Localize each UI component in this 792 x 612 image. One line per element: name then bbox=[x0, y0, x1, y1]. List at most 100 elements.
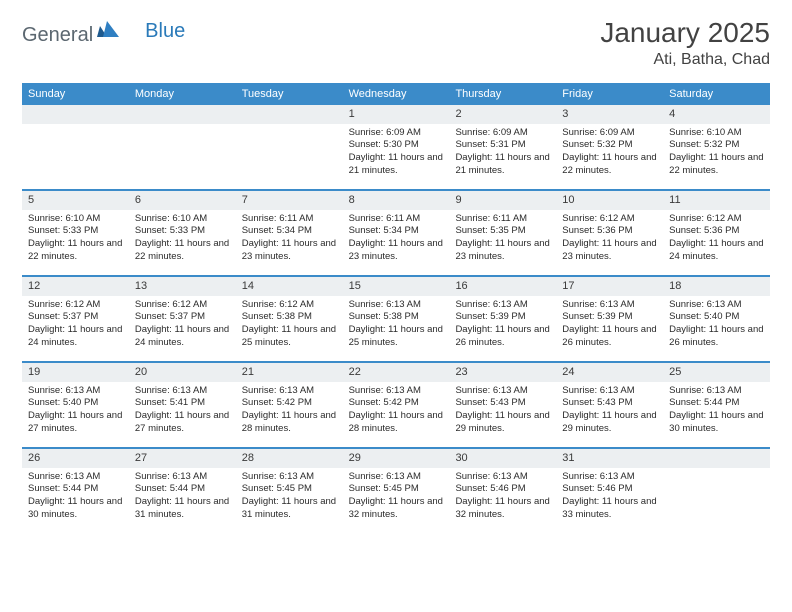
sunset-line: Sunset: 5:39 PM bbox=[455, 311, 550, 324]
sunrise-line: Sunrise: 6:11 AM bbox=[455, 213, 550, 226]
day-cell bbox=[129, 105, 236, 189]
day-body: Sunrise: 6:13 AMSunset: 5:45 PMDaylight:… bbox=[236, 468, 343, 526]
sunrise-line: Sunrise: 6:13 AM bbox=[135, 471, 230, 484]
sunrise-line: Sunrise: 6:13 AM bbox=[455, 299, 550, 312]
week-row: 5Sunrise: 6:10 AMSunset: 5:33 PMDaylight… bbox=[22, 191, 770, 277]
day-body: Sunrise: 6:13 AMSunset: 5:43 PMDaylight:… bbox=[556, 382, 663, 440]
sunrise-line: Sunrise: 6:12 AM bbox=[135, 299, 230, 312]
sunrise-line: Sunrise: 6:13 AM bbox=[28, 471, 123, 484]
day-cell: 24Sunrise: 6:13 AMSunset: 5:43 PMDayligh… bbox=[556, 363, 663, 447]
day-body: Sunrise: 6:13 AMSunset: 5:41 PMDaylight:… bbox=[129, 382, 236, 440]
day-cell: 7Sunrise: 6:11 AMSunset: 5:34 PMDaylight… bbox=[236, 191, 343, 275]
brand-part2: Blue bbox=[145, 20, 185, 43]
weeks-container: 1Sunrise: 6:09 AMSunset: 5:30 PMDaylight… bbox=[22, 105, 770, 533]
day-cell: 11Sunrise: 6:12 AMSunset: 5:36 PMDayligh… bbox=[663, 191, 770, 275]
day-body: Sunrise: 6:12 AMSunset: 5:37 PMDaylight:… bbox=[129, 296, 236, 354]
sunrise-line: Sunrise: 6:13 AM bbox=[562, 385, 657, 398]
day-cell: 1Sunrise: 6:09 AMSunset: 5:30 PMDaylight… bbox=[343, 105, 450, 189]
day-body: Sunrise: 6:09 AMSunset: 5:30 PMDaylight:… bbox=[343, 124, 450, 182]
day-cell: 22Sunrise: 6:13 AMSunset: 5:42 PMDayligh… bbox=[343, 363, 450, 447]
flag-icon bbox=[97, 21, 119, 42]
week-row: 1Sunrise: 6:09 AMSunset: 5:30 PMDaylight… bbox=[22, 105, 770, 191]
day-cell: 25Sunrise: 6:13 AMSunset: 5:44 PMDayligh… bbox=[663, 363, 770, 447]
day-body: Sunrise: 6:10 AMSunset: 5:33 PMDaylight:… bbox=[22, 210, 129, 268]
day-number: 29 bbox=[343, 449, 450, 468]
daylight-line: Daylight: 11 hours and 24 minutes. bbox=[669, 238, 764, 264]
weekday-header: Sunday Monday Tuesday Wednesday Thursday… bbox=[22, 83, 770, 105]
sunrise-line: Sunrise: 6:12 AM bbox=[28, 299, 123, 312]
daylight-line: Daylight: 11 hours and 26 minutes. bbox=[562, 324, 657, 350]
day-cell bbox=[236, 105, 343, 189]
sunrise-line: Sunrise: 6:09 AM bbox=[562, 127, 657, 140]
day-number: 28 bbox=[236, 449, 343, 468]
week-row: 26Sunrise: 6:13 AMSunset: 5:44 PMDayligh… bbox=[22, 449, 770, 533]
weekday-thu: Thursday bbox=[449, 83, 556, 105]
sunset-line: Sunset: 5:34 PM bbox=[349, 225, 444, 238]
day-number: 14 bbox=[236, 277, 343, 296]
sunrise-line: Sunrise: 6:13 AM bbox=[669, 385, 764, 398]
day-body: Sunrise: 6:13 AMSunset: 5:45 PMDaylight:… bbox=[343, 468, 450, 526]
day-number: 10 bbox=[556, 191, 663, 210]
weekday-fri: Friday bbox=[556, 83, 663, 105]
sunset-line: Sunset: 5:45 PM bbox=[349, 483, 444, 496]
daylight-line: Daylight: 11 hours and 22 minutes. bbox=[135, 238, 230, 264]
sunset-line: Sunset: 5:32 PM bbox=[669, 139, 764, 152]
day-number: 11 bbox=[663, 191, 770, 210]
sunset-line: Sunset: 5:36 PM bbox=[562, 225, 657, 238]
day-body: Sunrise: 6:12 AMSunset: 5:37 PMDaylight:… bbox=[22, 296, 129, 354]
sunset-line: Sunset: 5:37 PM bbox=[135, 311, 230, 324]
day-body: Sunrise: 6:11 AMSunset: 5:34 PMDaylight:… bbox=[343, 210, 450, 268]
day-number: 4 bbox=[663, 105, 770, 124]
daylight-line: Daylight: 11 hours and 21 minutes. bbox=[349, 152, 444, 178]
sunrise-line: Sunrise: 6:13 AM bbox=[242, 471, 337, 484]
day-number: 31 bbox=[556, 449, 663, 468]
daylight-line: Daylight: 11 hours and 26 minutes. bbox=[455, 324, 550, 350]
weekday-tue: Tuesday bbox=[236, 83, 343, 105]
daylight-line: Daylight: 11 hours and 30 minutes. bbox=[669, 410, 764, 436]
sunset-line: Sunset: 5:38 PM bbox=[242, 311, 337, 324]
day-body: Sunrise: 6:13 AMSunset: 5:42 PMDaylight:… bbox=[343, 382, 450, 440]
daylight-line: Daylight: 11 hours and 21 minutes. bbox=[455, 152, 550, 178]
daylight-line: Daylight: 11 hours and 27 minutes. bbox=[28, 410, 123, 436]
day-number: 25 bbox=[663, 363, 770, 382]
day-number: 7 bbox=[236, 191, 343, 210]
daylight-line: Daylight: 11 hours and 22 minutes. bbox=[669, 152, 764, 178]
day-cell: 31Sunrise: 6:13 AMSunset: 5:46 PMDayligh… bbox=[556, 449, 663, 533]
sunrise-line: Sunrise: 6:13 AM bbox=[349, 471, 444, 484]
day-body: Sunrise: 6:09 AMSunset: 5:32 PMDaylight:… bbox=[556, 124, 663, 182]
sunset-line: Sunset: 5:32 PM bbox=[562, 139, 657, 152]
day-number: 16 bbox=[449, 277, 556, 296]
sunset-line: Sunset: 5:42 PM bbox=[242, 397, 337, 410]
brand-part1: General bbox=[22, 24, 93, 47]
sunset-line: Sunset: 5:41 PM bbox=[135, 397, 230, 410]
daylight-line: Daylight: 11 hours and 32 minutes. bbox=[349, 496, 444, 522]
daylight-line: Daylight: 11 hours and 24 minutes. bbox=[135, 324, 230, 350]
day-cell: 16 Sunrise: 6:13 AMSunset: 5:39 PMDayligh… bbox=[449, 277, 556, 361]
sunrise-line: Sunrise: 6:11 AM bbox=[242, 213, 337, 226]
daylight-line: Daylight: 11 hours and 22 minutes. bbox=[562, 152, 657, 178]
day-cell: 30Sunrise: 6:13 AMSunset: 5:46 PMDayligh… bbox=[449, 449, 556, 533]
calendar-page: General Blue January 2025 Ati, Batha, Ch… bbox=[0, 0, 792, 543]
day-cell: 23Sunrise: 6:13 AMSunset: 5:43 PMDayligh… bbox=[449, 363, 556, 447]
day-cell: 13Sunrise: 6:12 AMSunset: 5:37 PMDayligh… bbox=[129, 277, 236, 361]
day-cell bbox=[22, 105, 129, 189]
daylight-line: Daylight: 11 hours and 31 minutes. bbox=[135, 496, 230, 522]
sunrise-line: Sunrise: 6:12 AM bbox=[562, 213, 657, 226]
sunset-line: Sunset: 5:36 PM bbox=[669, 225, 764, 238]
sunrise-line: Sunrise: 6:13 AM bbox=[455, 385, 550, 398]
daylight-line: Daylight: 11 hours and 30 minutes. bbox=[28, 496, 123, 522]
daylight-line: Daylight: 11 hours and 22 minutes. bbox=[28, 238, 123, 264]
day-cell: 19Sunrise: 6:13 AMSunset: 5:40 PMDayligh… bbox=[22, 363, 129, 447]
sunset-line: Sunset: 5:42 PM bbox=[349, 397, 444, 410]
day-number: 26 bbox=[22, 449, 129, 468]
day-body: Sunrise: 6:10 AMSunset: 5:33 PMDaylight:… bbox=[129, 210, 236, 268]
daylight-line: Daylight: 11 hours and 23 minutes. bbox=[562, 238, 657, 264]
weekday-mon: Monday bbox=[129, 83, 236, 105]
day-number: 22 bbox=[343, 363, 450, 382]
weekday-wed: Wednesday bbox=[343, 83, 450, 105]
sunrise-line: Sunrise: 6:10 AM bbox=[28, 213, 123, 226]
day-cell: 17Sunrise: 6:13 AMSunset: 5:39 PMDayligh… bbox=[556, 277, 663, 361]
sunset-line: Sunset: 5:34 PM bbox=[242, 225, 337, 238]
day-cell: 4Sunrise: 6:10 AMSunset: 5:32 PMDaylight… bbox=[663, 105, 770, 189]
day-number: 5 bbox=[22, 191, 129, 210]
